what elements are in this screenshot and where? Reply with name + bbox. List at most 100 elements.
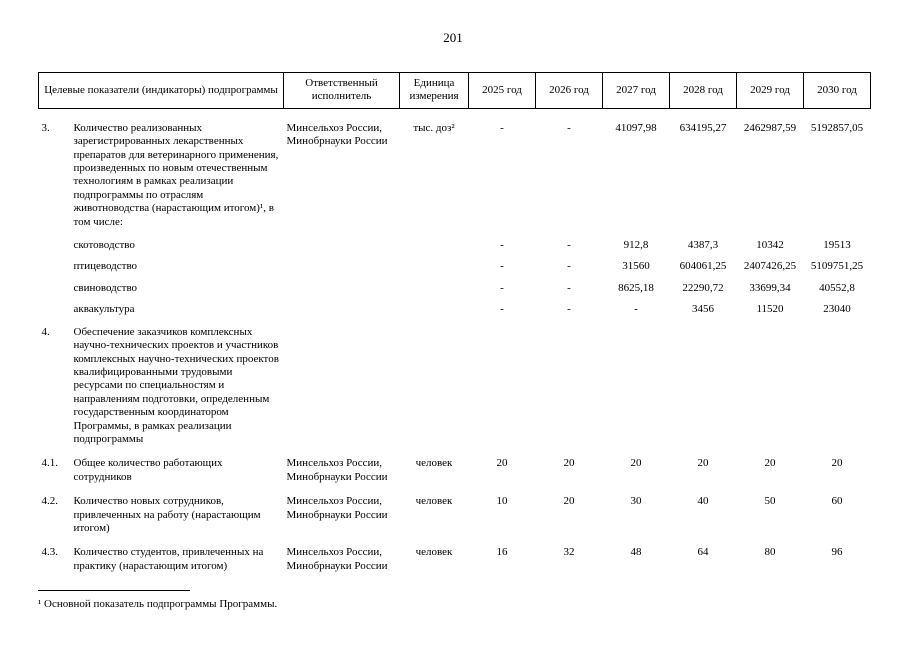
indicator-cell: аквакультура xyxy=(73,303,135,316)
value-cell: - xyxy=(567,281,571,294)
row-number xyxy=(39,256,71,277)
unit-cell xyxy=(400,235,469,256)
row-number: 4.2. xyxy=(41,495,59,508)
table-row: 4.2. Количество новых сотрудников, привл… xyxy=(39,490,871,541)
col-header-indicators: Целевые показатели (индикаторы) подпрогр… xyxy=(37,72,285,109)
unit-cell xyxy=(400,256,469,277)
row-number: 4. xyxy=(41,325,50,338)
value-cell: 8625,18 xyxy=(618,281,654,294)
value-cell: 20 xyxy=(496,457,508,470)
row-number xyxy=(39,278,71,299)
value-cell: 41097,98 xyxy=(615,121,657,134)
value-cell: 22290,72 xyxy=(682,281,724,294)
table-row: 4.1. Общее количество работающих сотрудн… xyxy=(39,452,871,490)
value-cell: - xyxy=(500,303,504,316)
executor-cell: Минсельхоз России, Минобрнауки России xyxy=(286,121,388,148)
value-cell: 19513 xyxy=(823,239,851,252)
value-cell: - xyxy=(567,239,571,252)
executor-cell xyxy=(284,235,400,256)
row-number: 3. xyxy=(41,121,50,134)
table-row: птицеводство - - 31560 604061,25 2407426… xyxy=(39,256,871,277)
executor-cell: Минсельхоз России, Минобрнауки России xyxy=(286,457,388,483)
value-cell xyxy=(603,321,670,453)
value-cell: 31560 xyxy=(622,260,650,273)
executor-cell: Минсельхоз России, Минобрнауки России xyxy=(286,495,388,521)
executor-cell xyxy=(284,278,400,299)
table-row: 4.3. Количество студентов, привлеченных … xyxy=(39,541,871,579)
value-cell: 33699,34 xyxy=(749,281,791,294)
unit-cell xyxy=(400,321,469,453)
indicator-cell: Количество новых сотрудников, привлеченн… xyxy=(73,495,261,534)
table-row: 4. Обеспечение заказчиков комплексных на… xyxy=(39,321,871,453)
value-cell: 20 xyxy=(563,495,575,508)
value-cell xyxy=(670,321,737,453)
col-header-unit: Единица измерения xyxy=(399,72,470,109)
value-cell: 96 xyxy=(831,546,843,559)
footnote-divider xyxy=(38,590,190,591)
unit-cell: человек xyxy=(415,457,453,470)
executor-cell xyxy=(284,321,400,453)
indicator-cell: Общее количество работающих сотрудников xyxy=(73,457,223,483)
col-header-2027: 2027 год xyxy=(602,72,671,109)
value-cell: 20 xyxy=(697,457,709,470)
value-cell: 2462987,59 xyxy=(743,121,797,134)
value-cell: 5192857,05 xyxy=(810,121,864,134)
executor-cell xyxy=(284,299,400,320)
table-row: скотоводство - - 912,8 4387,3 10342 1951… xyxy=(39,235,871,256)
value-cell: 23040 xyxy=(823,303,851,316)
indicator-cell: Обеспечение заказчиков комплексных научн… xyxy=(73,325,279,445)
col-header-2029: 2029 год xyxy=(736,72,805,109)
row-number: 4.3. xyxy=(41,546,59,559)
unit-cell xyxy=(400,299,469,320)
value-cell xyxy=(737,321,804,453)
unit-cell: тыс. доз² xyxy=(413,121,455,134)
value-cell: - xyxy=(500,239,504,252)
header-row: Целевые показатели (индикаторы) подпрогр… xyxy=(37,72,872,109)
unit-cell: человек xyxy=(415,546,453,559)
value-cell: 20 xyxy=(831,457,843,470)
footnote-text: ¹ Основной показатель подпрограммы Прогр… xyxy=(38,598,278,610)
table-row: аквакультура - - - 3456 11520 23040 xyxy=(39,299,871,320)
col-header-executor: Ответственный исполнитель xyxy=(283,72,401,109)
value-cell: 634195,27 xyxy=(679,121,727,134)
value-cell: 32 xyxy=(563,546,575,559)
value-cell: - xyxy=(634,303,638,316)
value-cell: 20 xyxy=(630,457,642,470)
executor-cell xyxy=(284,256,400,277)
value-cell: 20 xyxy=(563,457,575,470)
row-number xyxy=(39,299,71,320)
value-cell: - xyxy=(500,260,504,273)
value-cell: 11520 xyxy=(756,303,784,316)
indicator-cell: скотоводство xyxy=(73,239,135,252)
indicators-table: Целевые показатели (индикаторы) подпрогр… xyxy=(37,72,872,579)
indicator-cell: Количество студентов, привлеченных на пр… xyxy=(73,546,264,572)
value-cell: 20 xyxy=(764,457,776,470)
value-cell: - xyxy=(567,121,571,134)
value-cell: 3456 xyxy=(692,303,715,316)
value-cell: - xyxy=(500,281,504,294)
col-header-2026: 2026 год xyxy=(535,72,604,109)
value-cell xyxy=(469,321,536,453)
value-cell: 30 xyxy=(630,495,642,508)
indicator-cell: Количество реализованных зарегистрирован… xyxy=(73,121,279,228)
value-cell: 64 xyxy=(697,546,709,559)
col-header-2025: 2025 год xyxy=(468,72,537,109)
table-row: 3. Количество реализованных зарегистриро… xyxy=(39,108,871,235)
value-cell: 2407426,25 xyxy=(743,260,797,273)
value-cell: 16 xyxy=(496,546,508,559)
indicator-cell: птицеводство xyxy=(73,260,138,273)
value-cell: 40 xyxy=(697,495,709,508)
indicator-cell: свиноводство xyxy=(73,281,138,294)
col-header-2030: 2030 год xyxy=(803,72,872,109)
unit-cell: человек xyxy=(415,495,453,508)
value-cell: - xyxy=(500,121,504,134)
executor-cell: Минсельхоз России, Минобрнауки России xyxy=(286,546,388,572)
unit-cell xyxy=(400,278,469,299)
value-cell: - xyxy=(567,260,571,273)
value-cell: 10 xyxy=(496,495,508,508)
footnote-area: ¹ Основной показатель подпрограммы Прогр… xyxy=(38,590,277,610)
value-cell: 5109751,25 xyxy=(810,260,864,273)
page-number: 201 xyxy=(443,30,463,45)
row-number: 4.1. xyxy=(41,457,59,470)
value-cell: 60 xyxy=(831,495,843,508)
